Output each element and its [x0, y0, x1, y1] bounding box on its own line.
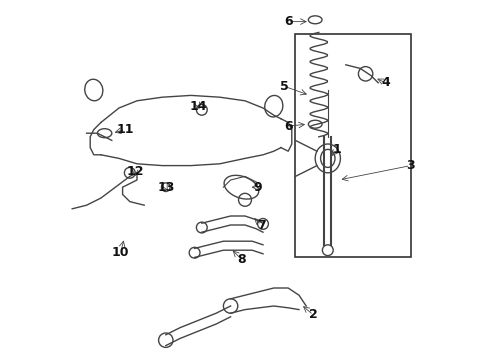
Text: 3: 3 [406, 159, 415, 172]
Text: 14: 14 [190, 100, 207, 113]
Text: 1: 1 [332, 143, 341, 156]
Text: 8: 8 [237, 253, 245, 266]
Text: 7: 7 [257, 219, 266, 231]
Text: 9: 9 [253, 181, 262, 194]
Text: 5: 5 [280, 80, 289, 93]
Text: 4: 4 [381, 76, 390, 89]
Text: 13: 13 [157, 181, 174, 194]
Text: 2: 2 [309, 309, 318, 321]
Text: 6: 6 [284, 120, 293, 132]
Text: 11: 11 [117, 123, 134, 136]
Bar [295, 34, 411, 257]
Text: 12: 12 [126, 165, 144, 177]
Text: 6: 6 [284, 15, 293, 28]
Text: 10: 10 [112, 246, 129, 258]
